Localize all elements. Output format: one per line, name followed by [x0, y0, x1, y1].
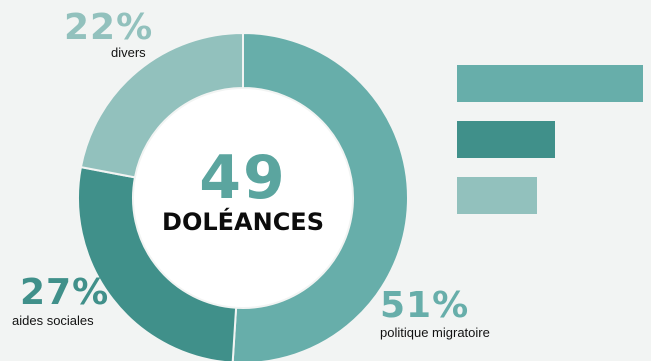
bar-aides-sociales	[457, 121, 555, 158]
total-label: DOLÉANCES	[162, 208, 324, 236]
bar-divers	[457, 177, 537, 214]
slice-politique-migratoire	[231, 31, 409, 361]
slice-divers	[79, 31, 244, 179]
slice-aides-sociales-label: aides sociales	[12, 313, 94, 328]
slice-divers-label: divers	[111, 45, 146, 60]
slice-divers-percent: 22%	[64, 7, 154, 48]
donut-center	[134, 89, 352, 307]
slice-aides-sociales-percent: 27%	[20, 272, 110, 313]
slice-politique-migratoire-percent: 51%	[380, 285, 470, 326]
total-count: 49	[199, 143, 287, 213]
slice-aides-sociales	[77, 165, 238, 361]
slice-politique-migratoire-label: politique migratoire	[380, 325, 490, 340]
bar-politique-migratoire	[457, 65, 643, 102]
